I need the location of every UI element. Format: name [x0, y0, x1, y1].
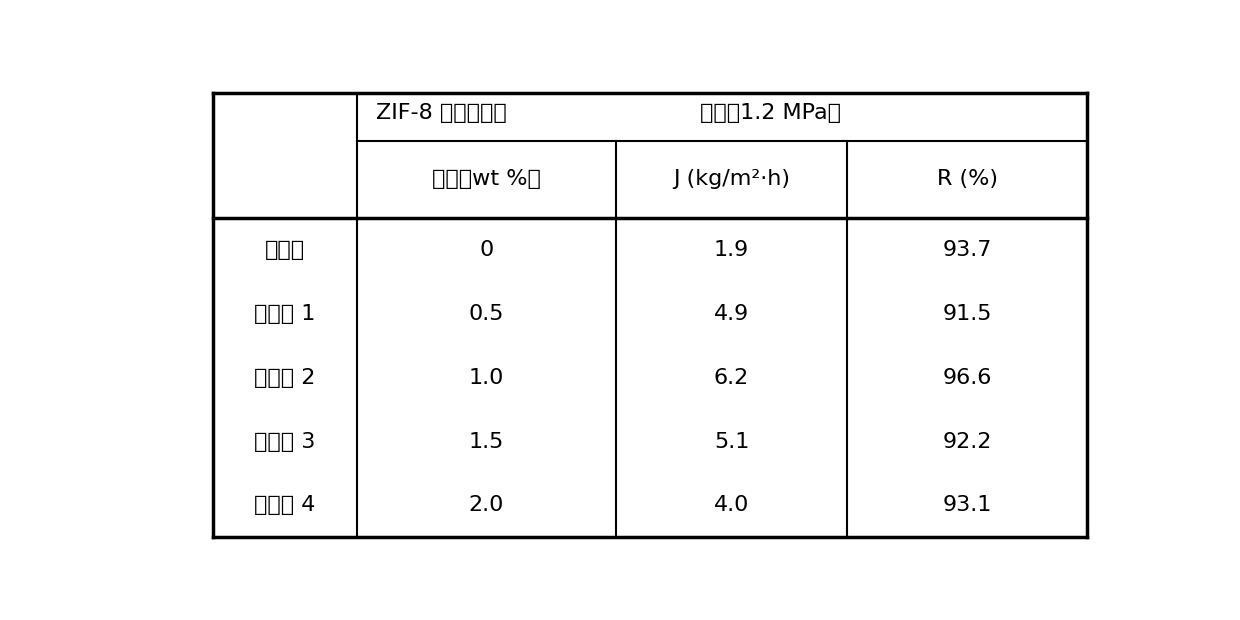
- Text: 2.0: 2.0: [469, 495, 505, 515]
- Text: 96.6: 96.6: [942, 368, 992, 388]
- Text: 92.2: 92.2: [942, 432, 992, 451]
- Text: 实施例 2: 实施例 2: [254, 368, 315, 388]
- Text: 91.5: 91.5: [942, 304, 992, 324]
- Text: 加量（wt %）: 加量（wt %）: [432, 169, 541, 190]
- Text: 1.5: 1.5: [469, 432, 505, 451]
- Text: 93.1: 93.1: [942, 495, 992, 515]
- Text: 1.9: 1.9: [714, 239, 749, 260]
- Text: R (%): R (%): [936, 169, 997, 190]
- Text: 0: 0: [480, 239, 494, 260]
- Text: 对比例: 对比例: [264, 239, 305, 260]
- Text: J (kg/m²·h): J (kg/m²·h): [673, 169, 790, 190]
- Text: 实施例 4: 实施例 4: [254, 495, 315, 515]
- Text: 6.2: 6.2: [714, 368, 749, 388]
- Text: 4.9: 4.9: [714, 304, 749, 324]
- Text: 1.0: 1.0: [469, 368, 505, 388]
- Text: ZIF-8 型微孔球添: ZIF-8 型微孔球添: [376, 102, 507, 123]
- Text: 5.1: 5.1: [714, 432, 749, 451]
- Text: 实施例 1: 实施例 1: [254, 304, 315, 324]
- Text: 纳滤（1.2 MPa）: 纳滤（1.2 MPa）: [699, 102, 841, 123]
- Text: 0.5: 0.5: [469, 304, 505, 324]
- Text: 实施例 3: 实施例 3: [254, 432, 315, 451]
- Text: 93.7: 93.7: [942, 239, 992, 260]
- Text: 4.0: 4.0: [714, 495, 749, 515]
